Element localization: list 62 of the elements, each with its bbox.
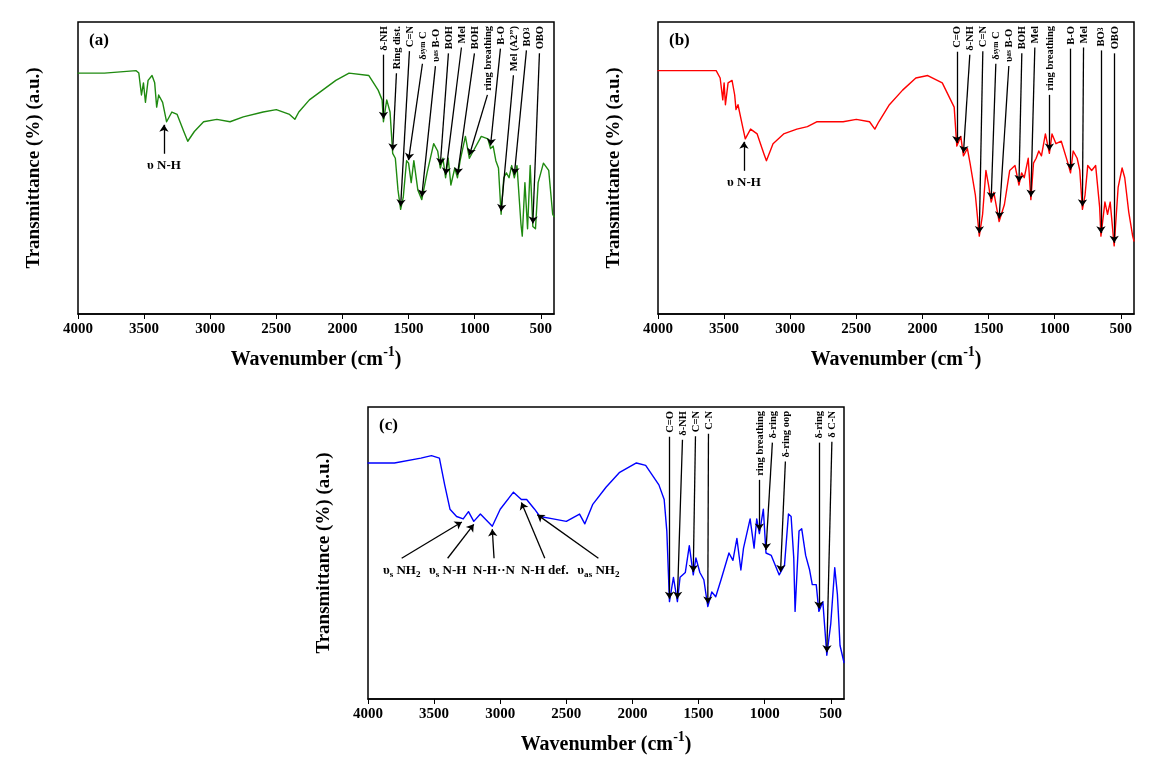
annotation: δ-ring (813, 410, 825, 439)
annotation: OBO (533, 25, 545, 50)
annotation: ring breathing (481, 25, 493, 91)
annotation: Mel (1029, 25, 1041, 44)
annotation: C=O (951, 26, 963, 48)
x-tick-label: 4000 (63, 319, 93, 336)
annotation: C=O (663, 411, 675, 433)
annotation: BOH (468, 25, 480, 50)
annotation: B-O (1065, 26, 1077, 45)
chart-title: (b) (669, 30, 690, 49)
annotation: δ-NH (377, 25, 389, 51)
x-tick-label: 2000 (617, 704, 648, 721)
annotation: OBO (1108, 25, 1120, 50)
x-tick-label: 2500 (551, 704, 582, 721)
annotation: N-H··N (473, 561, 516, 577)
annotation: Ring dist. (390, 25, 402, 70)
annotation: Mel (A2”) (507, 25, 520, 72)
annotation: υ N-H (147, 157, 181, 173)
annotation: C=N (689, 410, 701, 433)
annotation: BOH (1016, 25, 1028, 50)
x-tick-label: 4000 (643, 319, 673, 336)
x-tick-label: 1000 (459, 319, 490, 336)
chart-title: (a) (89, 30, 109, 49)
x-tick-label: 1000 (1039, 319, 1070, 336)
annotation: BOH (442, 25, 454, 50)
x-tick-label: 1000 (749, 704, 780, 721)
x-tick-label: 1500 (393, 319, 424, 336)
x-tick-label: 3000 (195, 319, 226, 336)
x-tick-label: 3500 (709, 319, 740, 336)
y-axis-title: Transmittance (%) (a.u.) (21, 67, 44, 269)
x-tick-label: 4000 (353, 704, 383, 721)
annotation: C=N (977, 25, 989, 48)
x-tick-label: 1500 (973, 319, 1004, 336)
x-tick-label: 2500 (841, 319, 872, 336)
annotation: ring breathing (1043, 25, 1055, 91)
annotation: δ-ring oop (779, 410, 791, 458)
chart-title: (c) (379, 415, 398, 434)
annotation: υ N-H (727, 174, 761, 190)
annotation: Mel (1078, 25, 1090, 44)
x-tick-label: 500 (529, 319, 553, 336)
x-tick-label: 3000 (775, 319, 806, 336)
y-axis-title: Transmittance (%) (a.u.) (601, 67, 624, 269)
x-tick-label: 2000 (907, 319, 938, 336)
x-tick-label: 500 (1109, 319, 1133, 336)
annotation: N-H def. (520, 561, 569, 577)
annotation: δ-ring (766, 410, 778, 439)
annotation: Mel (455, 25, 467, 44)
x-tick-label: 3500 (419, 704, 450, 721)
x-tick-label: 500 (819, 704, 843, 721)
x-tick-label: 3500 (129, 319, 160, 336)
y-axis-title: Transmittance (%) (a.u.) (311, 452, 334, 654)
annotation: B-O (494, 26, 506, 45)
x-tick-label: 3000 (485, 704, 516, 721)
x-tick-label: 2500 (261, 319, 292, 336)
annotation: δ-NH (964, 25, 976, 51)
x-tick-label: 2000 (327, 319, 358, 336)
annotation: δ C-N (826, 410, 838, 438)
annotation: ring breathing (753, 410, 765, 476)
annotation: δ-NH (676, 410, 688, 436)
x-tick-label: 1500 (683, 704, 714, 721)
annotation: C=N (403, 25, 415, 48)
annotation: C-N (702, 410, 714, 430)
